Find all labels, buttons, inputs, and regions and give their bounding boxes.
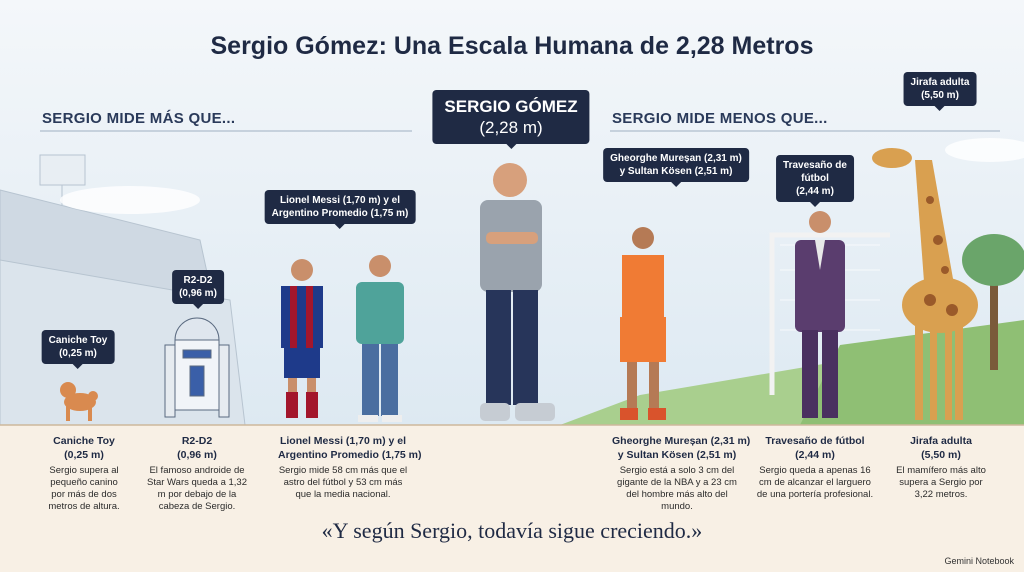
callout-line: (5,50 m) bbox=[921, 90, 959, 101]
subject-name: SERGIO GÓMEZ bbox=[444, 97, 578, 116]
caption: R2-D2 (0,96 m) El famoso androide de Star … bbox=[142, 434, 252, 513]
subject-height: (2,28 m) bbox=[479, 118, 543, 137]
callout-line: fútbol bbox=[801, 173, 829, 184]
callout-line: Gheorghe Mureșan (2,31 m) bbox=[610, 153, 742, 164]
caption-title: Gheorghe Mureșan (2,31 m) bbox=[612, 435, 751, 447]
callout: Travesaño de fútbol (2,44 m) bbox=[776, 155, 854, 207]
callout-line: (0,96 m) bbox=[179, 288, 217, 299]
callout-line: (0,25 m) bbox=[59, 348, 97, 359]
caption-description: El famoso androide de Star Wars queda a … bbox=[147, 465, 247, 512]
section-left: SERGIO MIDE MÁS QUE... bbox=[42, 110, 236, 127]
caption-title: Lionel Messi (1,70 m) y el bbox=[279, 435, 407, 447]
caption-title: (5,50 m) bbox=[921, 449, 961, 461]
callout: Lionel Messi (1,70 m) y el Argentino Prom… bbox=[264, 190, 416, 229]
footer: Gemini Notebook bbox=[944, 556, 1014, 566]
section-right: SERGIO MIDE MENOS QUE... bbox=[612, 110, 828, 127]
caption-description: Sergio está a solo 3 cm del gigante de l… bbox=[617, 465, 737, 512]
callout: Caniche Toy (0,25 m) bbox=[41, 330, 115, 369]
callout-line: y Sultan Kösen (2,51 m) bbox=[619, 166, 733, 177]
caption-title: Argentino Promedio (1,75 m) bbox=[278, 449, 422, 461]
subject-callout: SERGIO GÓMEZ (2,28 m) bbox=[432, 90, 590, 149]
callout-line: Jirafa adulta bbox=[910, 77, 970, 88]
caption-title: y Sultan Kösen (2,51 m) bbox=[617, 449, 737, 461]
caption-description: Sergio queda a apenas 16 cm de alcanzar … bbox=[756, 465, 874, 500]
caption: Jirafa adulta (5,50 m) El mamífero más alt… bbox=[896, 434, 986, 501]
callout: Jirafa adulta (5,50 m) bbox=[903, 72, 977, 111]
caption-title: (0,25 m) bbox=[64, 449, 104, 461]
caption: Gheorghe Mureșan (2,31 m) y Sultan Kösen … bbox=[612, 434, 751, 513]
callout-line: Argentino Promedio (1,75 m) bbox=[271, 208, 409, 219]
quote: «Y según Sergio, todavía sigue creciendo… bbox=[321, 518, 703, 543]
caption-description: El mamífero más alto supera a Sergio por… bbox=[896, 465, 986, 500]
title: Sergio Gómez: Una Escala Humana de 2,28 … bbox=[210, 32, 814, 60]
caption-title: (2,44 m) bbox=[795, 449, 835, 461]
callout: Gheorghe Mureșan (2,31 m) y Sultan Kösen … bbox=[603, 148, 749, 187]
callout-line: (2,44 m) bbox=[796, 186, 834, 197]
caption: Lionel Messi (1,70 m) y el Argentino Prom… bbox=[278, 434, 422, 501]
callout: R2-D2 (0,96 m) bbox=[172, 270, 224, 309]
callout-line: R2-D2 bbox=[183, 275, 213, 286]
callout-line: Travesaño de bbox=[783, 160, 847, 171]
caption-title: R2-D2 bbox=[181, 435, 213, 447]
caption-title: Caniche Toy bbox=[53, 435, 115, 447]
caption-description: Sergio mide 58 cm más que el astro del f… bbox=[278, 465, 408, 500]
caption: Caniche Toy (0,25 m) Sergio supera al pequ… bbox=[45, 434, 123, 513]
caption-description: Sergio supera al pequeño canino por más … bbox=[48, 465, 120, 512]
caption: Travesaño de fútbol (2,44 m) Sergio queda … bbox=[755, 434, 875, 501]
caption-title: (0,96 m) bbox=[177, 449, 217, 461]
callout-line: Caniche Toy bbox=[48, 335, 108, 346]
caption-title: Jirafa adulta bbox=[910, 435, 972, 447]
caption-title: Travesaño de fútbol bbox=[765, 435, 865, 447]
callout-line: Lionel Messi (1,70 m) y el bbox=[279, 195, 401, 206]
